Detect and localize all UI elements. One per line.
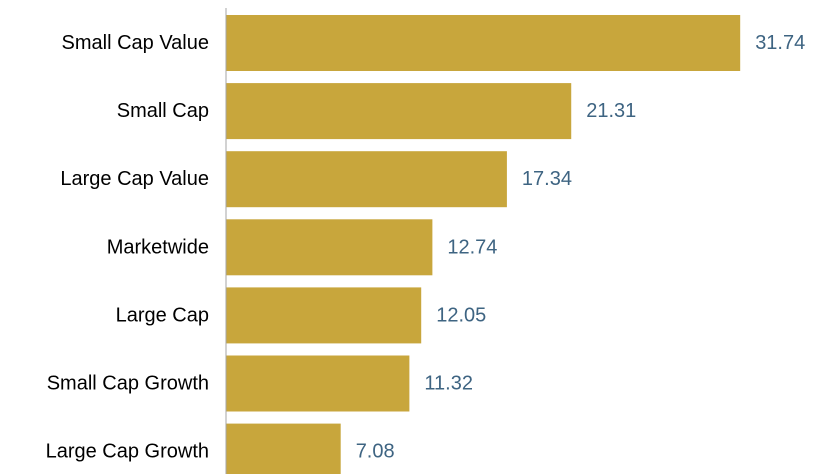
bar [226, 219, 433, 276]
bar [226, 15, 741, 71]
bar [226, 287, 422, 344]
category-label: Small Cap [117, 100, 209, 122]
value-label: 21.31 [586, 100, 636, 122]
bar [226, 355, 410, 412]
category-label: Small Cap Growth [47, 373, 209, 395]
value-label: 12.05 [436, 304, 486, 326]
value-label: 31.74 [755, 32, 805, 54]
bars-group [226, 15, 741, 474]
value-label: 17.34 [522, 168, 572, 190]
category-label: Large Cap Growth [46, 441, 209, 463]
bar [226, 83, 572, 140]
bar [226, 423, 341, 474]
value-label: 7.08 [356, 441, 395, 463]
value-label: 12.74 [447, 236, 497, 258]
category-label: Large Cap Value [60, 168, 209, 190]
bar [226, 151, 507, 208]
value-label: 11.32 [424, 373, 473, 395]
category-label: Large Cap [116, 304, 209, 326]
category-label: Small Cap Value [62, 32, 209, 54]
category-labels-group: Small Cap Value Small Cap Large Cap Value M… [46, 32, 209, 463]
category-label: Marketwide [107, 236, 209, 258]
value-labels-group: 31.74 21.31 17.34 12.74 12.05 11.32 7.08 [356, 32, 806, 463]
